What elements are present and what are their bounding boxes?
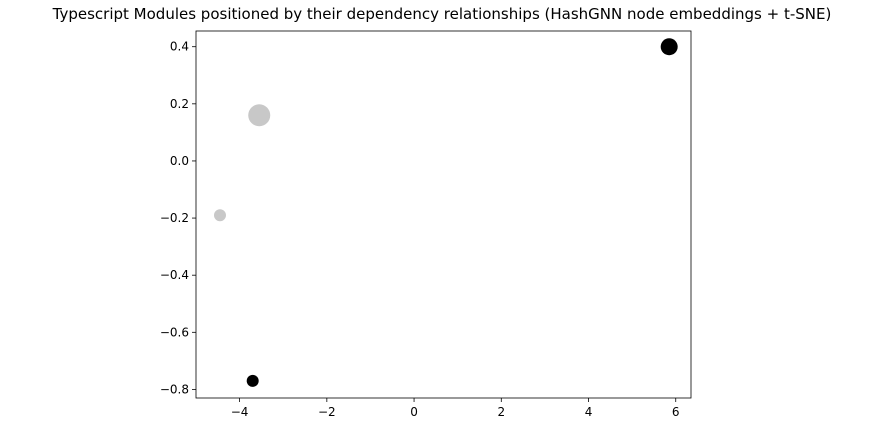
data-point bbox=[246, 374, 259, 387]
y-tick-label: 0.0 bbox=[170, 154, 189, 168]
x-axis: −4 −2 0 2 4 6 bbox=[231, 398, 680, 419]
y-tick-label: −0.4 bbox=[160, 268, 189, 282]
y-tick-label: 0.4 bbox=[170, 40, 189, 54]
x-tick-label: 4 bbox=[585, 405, 593, 419]
x-tick-label: −4 bbox=[231, 405, 249, 419]
chart-title: Typescript Modules positioned by their d… bbox=[52, 5, 832, 23]
x-tick-label: −2 bbox=[318, 405, 336, 419]
y-tick-label: −0.8 bbox=[160, 382, 189, 396]
data-point bbox=[248, 104, 271, 127]
x-tick-label: 6 bbox=[672, 405, 680, 419]
y-tick-label: 0.2 bbox=[170, 97, 189, 111]
x-tick-label: 2 bbox=[497, 405, 505, 419]
data-point bbox=[660, 38, 678, 56]
data-point bbox=[213, 209, 226, 222]
y-axis: −0.8 −0.6 −0.4 −0.2 0.0 0.2 0.4 bbox=[160, 40, 196, 396]
y-tick-label: −0.2 bbox=[160, 211, 189, 225]
y-tick-label: −0.6 bbox=[160, 325, 189, 339]
plot-area-frame bbox=[195, 30, 692, 399]
data-points bbox=[213, 38, 678, 387]
x-tick-label: 0 bbox=[410, 405, 418, 419]
